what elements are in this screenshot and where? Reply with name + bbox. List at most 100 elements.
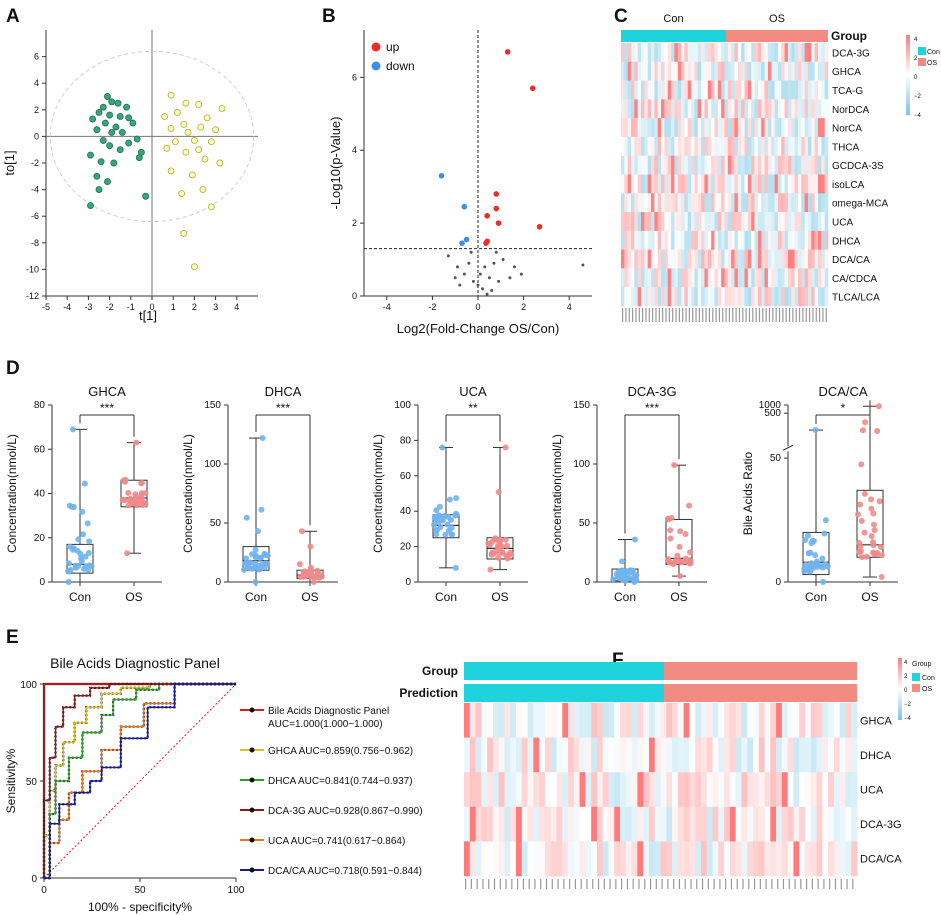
heatmap-cell — [704, 174, 709, 194]
heatmap-cell — [579, 841, 586, 877]
x-tick-label: Con — [435, 590, 457, 604]
heatmap-cell — [631, 737, 638, 773]
heatmap-cell — [634, 43, 638, 63]
heatmap-cell — [469, 806, 476, 842]
heatmap-cell — [687, 136, 692, 157]
data-point-con — [446, 496, 453, 503]
heatmap-cell — [674, 43, 679, 63]
data-point-os — [870, 510, 877, 517]
heatmap-cell — [794, 118, 799, 138]
heatmap-cell — [776, 806, 783, 842]
heatmap-cell — [777, 174, 782, 194]
column-group-con: Con — [663, 13, 683, 25]
heatmap-cell — [487, 703, 494, 738]
heatmap-cell — [791, 193, 795, 213]
heatmap-cell — [579, 772, 586, 808]
x-tick-label: -1 — [127, 302, 135, 312]
point-up — [536, 223, 543, 230]
heatmap-cell — [677, 230, 682, 250]
heatmap-cell — [731, 99, 735, 119]
heatmap-cell — [824, 174, 829, 194]
heatmap-cell — [464, 806, 471, 842]
heatmap-cell — [671, 249, 675, 269]
heatmap-cell — [677, 703, 684, 738]
y-tick-label: 0 — [215, 577, 221, 588]
point-os — [180, 120, 188, 128]
heatmap-cell — [637, 287, 642, 307]
heatmap-cell — [614, 772, 621, 808]
heatmap-cell — [724, 230, 729, 250]
heatmap-cell — [771, 43, 775, 63]
heatmap-cell — [784, 43, 789, 63]
data-point-os — [298, 528, 305, 535]
heatmap-cell — [794, 174, 799, 194]
legend-label-os: OS — [927, 60, 937, 67]
heatmap-cell — [644, 136, 649, 157]
heatmap-cell — [717, 249, 722, 269]
heatmap-cell — [781, 287, 785, 307]
heatmap-cell — [747, 772, 754, 808]
heatmap-cell — [691, 61, 695, 81]
heatmap-cell — [791, 61, 795, 81]
heatmap-cell — [757, 287, 762, 307]
heatmap-cell — [687, 212, 692, 232]
heatmap-cell — [804, 43, 809, 63]
heatmap-cell — [691, 43, 695, 63]
heatmap-cell — [747, 806, 754, 842]
heatmap-cell — [687, 118, 692, 138]
heatmap-cell — [621, 249, 625, 269]
data-point-con — [75, 536, 82, 543]
data-point-os — [859, 427, 866, 434]
heatmap-cell — [651, 43, 655, 63]
heatmap-cell — [804, 118, 809, 138]
row-label: DCA-3G — [860, 819, 902, 831]
column-label-tick — [735, 308, 737, 322]
heatmap-cell — [794, 155, 799, 175]
heatmap-cell — [752, 772, 760, 808]
heatmap-cell — [644, 155, 649, 175]
heatmap-cell — [747, 268, 752, 288]
heatmap-cell — [727, 155, 732, 175]
heatmap-cell — [620, 703, 627, 738]
heatmap-cell — [664, 230, 669, 250]
point-con — [89, 115, 97, 123]
heatmap-cell — [648, 772, 656, 808]
heatmap-cell — [701, 212, 705, 232]
heatmap-cell — [784, 193, 789, 213]
heatmap-cell — [627, 61, 632, 81]
heatmap-cell — [774, 43, 779, 63]
point-os — [182, 99, 190, 107]
data-point-os — [503, 553, 510, 560]
point-con — [93, 172, 101, 180]
heatmap-cell — [784, 136, 789, 157]
heatmap-cell — [687, 193, 692, 213]
point-os — [199, 186, 207, 194]
heatmap-cell — [704, 61, 709, 81]
heatmap-cell — [717, 155, 722, 175]
heatmap-cell — [654, 43, 659, 63]
heatmap-cell — [774, 174, 779, 194]
data-point-con — [812, 552, 819, 559]
heatmap-cell — [687, 155, 692, 175]
column-label-tick — [551, 879, 553, 889]
heatmap-cell — [777, 80, 782, 100]
y-tick-label: 0 — [352, 291, 357, 301]
column-label-tick — [765, 308, 767, 322]
heatmap-cell — [804, 155, 809, 175]
data-point-os — [493, 536, 500, 543]
heatmap-cell — [694, 99, 699, 119]
heatmap-cell — [747, 174, 752, 194]
data-point-con — [433, 507, 440, 514]
heatmap-cell — [637, 737, 644, 773]
heatmap-cell — [674, 268, 679, 288]
y-tick-label: 4 — [34, 78, 39, 88]
heatmap-cell — [822, 772, 829, 808]
heatmap-cell — [707, 99, 712, 119]
heatmap-cell — [621, 287, 625, 307]
heatmap-cell — [697, 249, 702, 269]
data-point-os — [858, 461, 865, 468]
heatmap-cell — [647, 268, 652, 288]
heatmap-cell — [714, 212, 719, 232]
row-label: DCA/CA — [860, 854, 902, 866]
heatmap-cell — [793, 703, 800, 738]
